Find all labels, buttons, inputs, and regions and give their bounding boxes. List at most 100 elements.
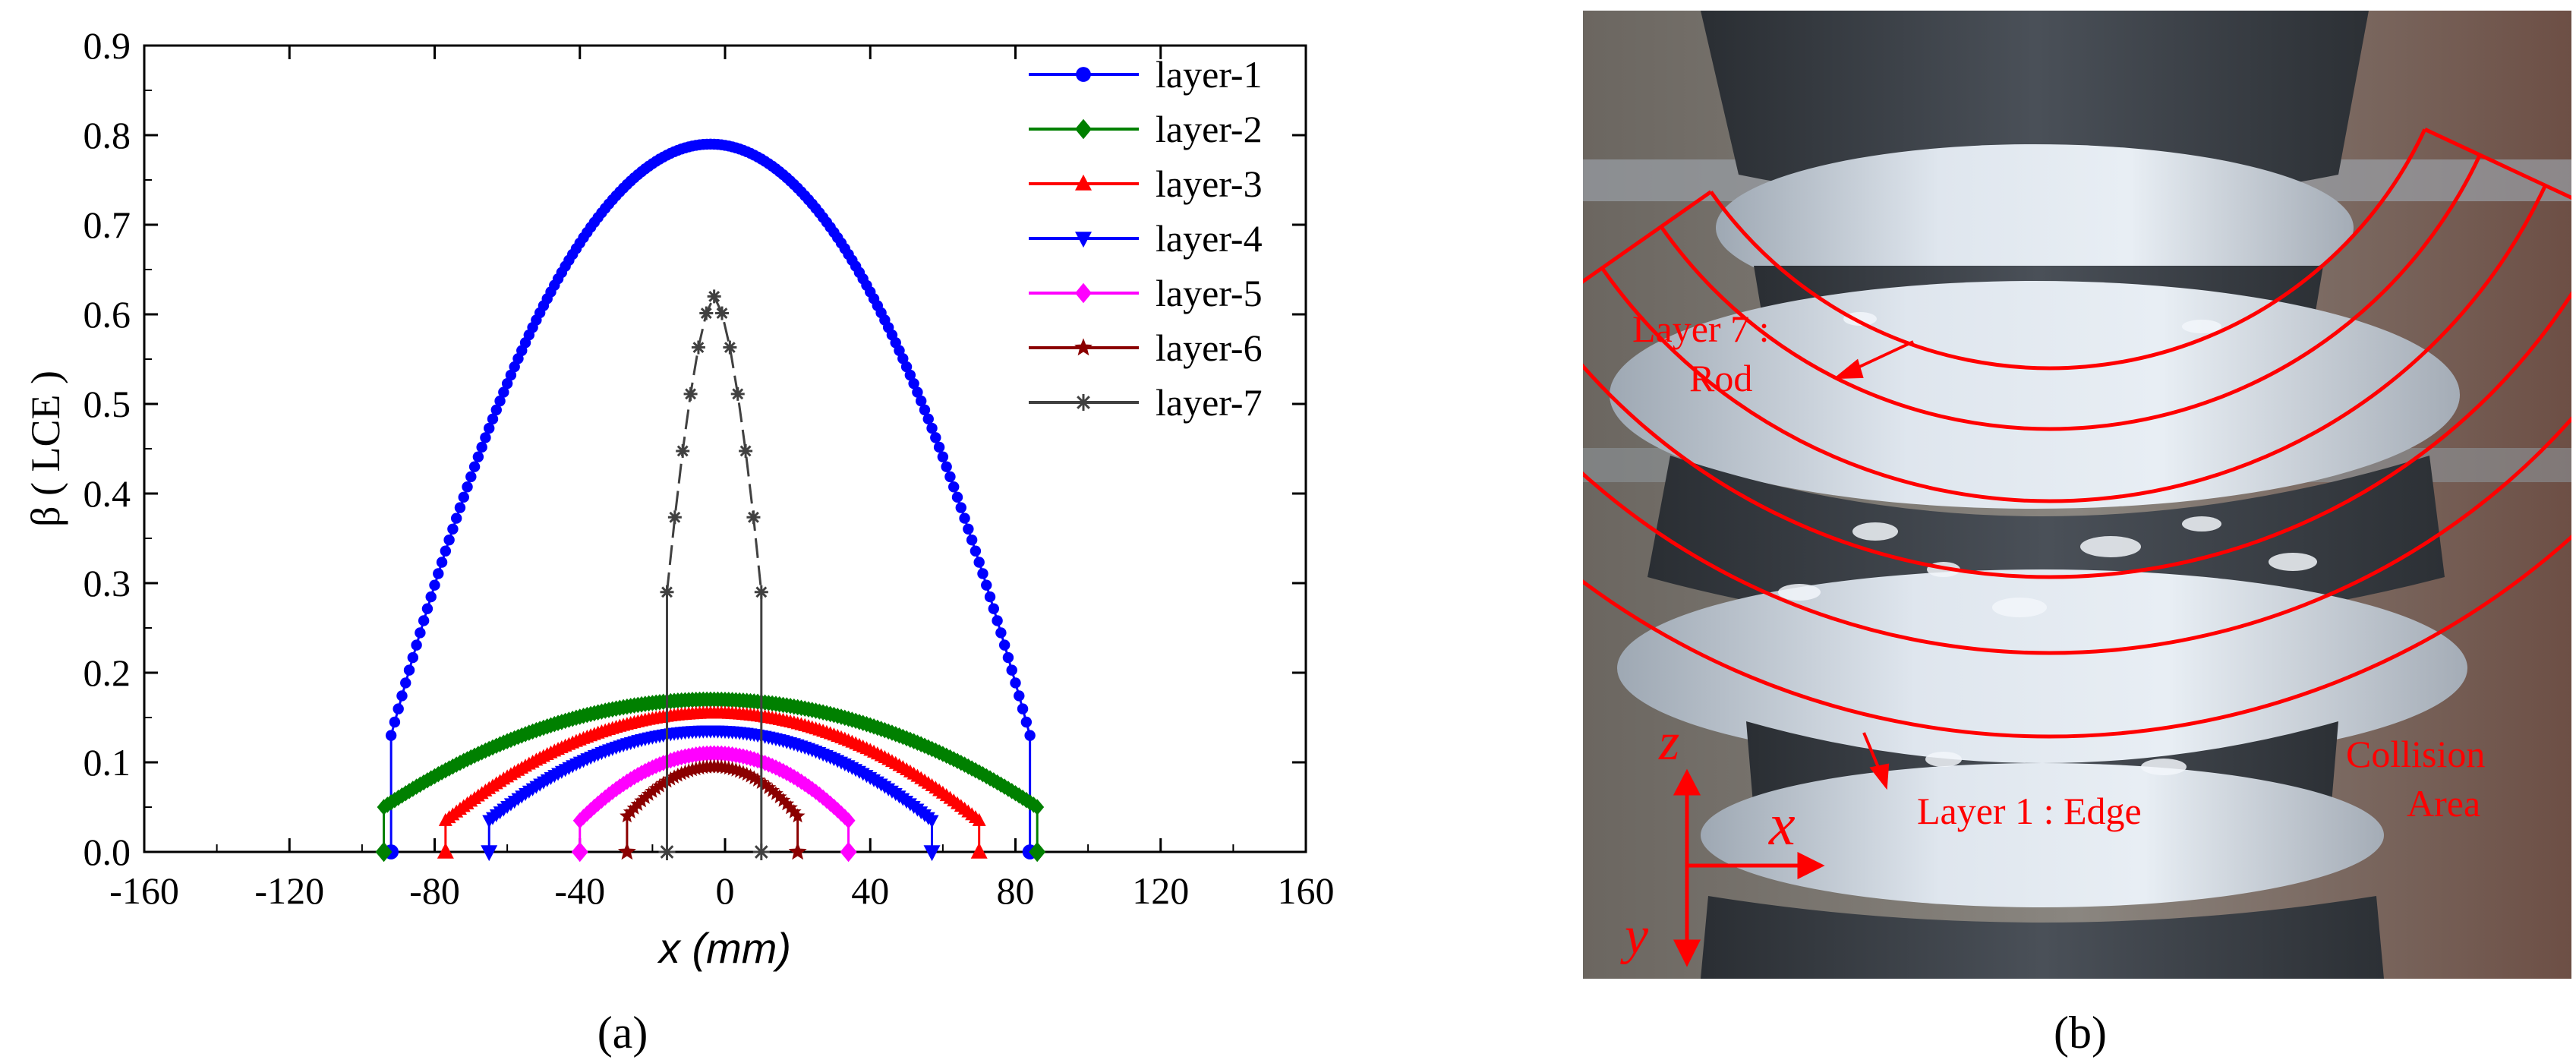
- series-layer-1: [383, 138, 1038, 860]
- photo-panel-b: Layer 7 : Rod Layer 1 : Edge Collision A…: [1583, 11, 2571, 979]
- series-point: [757, 777, 773, 792]
- series-point: [908, 377, 919, 390]
- legend-entry: layer-4: [1029, 217, 1263, 260]
- series-point: [995, 627, 1007, 639]
- series-point: [840, 841, 857, 863]
- series-layer-4: [481, 725, 941, 862]
- series-point: [436, 557, 448, 568]
- series-point: [788, 842, 807, 860]
- series-point: [425, 591, 437, 603]
- series-point: [992, 615, 1003, 626]
- axis-x-label: x: [1768, 791, 1796, 857]
- legend-label: layer-5: [1156, 272, 1263, 314]
- series-point: [667, 769, 682, 784]
- series-point: [730, 386, 745, 401]
- legend-label: layer-6: [1156, 326, 1263, 369]
- collision-label-line1: Collision: [2346, 733, 2485, 775]
- series-point: [487, 413, 499, 425]
- series-point: [1024, 730, 1036, 741]
- series-point: [715, 306, 730, 320]
- legend-swatch-marker: [1075, 282, 1092, 304]
- series-point: [750, 772, 765, 787]
- series-point: [407, 651, 419, 664]
- legend-label: layer-2: [1156, 108, 1263, 150]
- series-point: [429, 579, 440, 591]
- series-point: [403, 664, 415, 676]
- series-point: [912, 386, 923, 398]
- legend-swatch-marker: [1075, 232, 1092, 248]
- series-point: [941, 461, 952, 472]
- legend-swatch-marker: [1076, 67, 1091, 82]
- x-tick-label: 120: [1132, 869, 1189, 912]
- series-point: [691, 340, 705, 355]
- series-point: [933, 441, 945, 453]
- series-point: [984, 591, 996, 603]
- axis-y-label: y: [1620, 907, 1649, 965]
- series-point: [951, 491, 963, 503]
- series-point: [790, 808, 806, 823]
- series-point: [1014, 690, 1025, 702]
- series-point: [415, 627, 426, 639]
- x-tick-label: 160: [1278, 869, 1335, 912]
- series-point: [970, 842, 988, 859]
- series-point: [1029, 841, 1046, 863]
- legend-entry: layer-7: [1029, 381, 1263, 424]
- insulator-core-5: [1701, 896, 2384, 979]
- series-point: [658, 844, 676, 860]
- series-point: [433, 568, 444, 579]
- series-point: [443, 534, 455, 546]
- series-point: [505, 369, 517, 381]
- sector-edge: [1583, 190, 1712, 284]
- series-point: [1030, 799, 1045, 815]
- series-point: [746, 770, 762, 785]
- series-point: [977, 568, 988, 579]
- annular-sector-outlines: [1583, 128, 2571, 739]
- series-point: [930, 432, 941, 443]
- series-point: [375, 841, 393, 863]
- collision-label-line2: Area: [2407, 782, 2480, 825]
- series-point: [765, 783, 780, 797]
- series-point: [450, 513, 462, 524]
- legend-entry: layer-1: [1029, 53, 1263, 96]
- y-tick-label: 0.8: [84, 114, 131, 156]
- series-point: [484, 422, 495, 434]
- layer7-label-line1: Layer 7 :: [1632, 308, 1769, 350]
- series-point: [915, 395, 927, 407]
- legend-label: layer-4: [1156, 217, 1263, 260]
- sector-arc: [1583, 416, 2571, 655]
- series-point: [955, 502, 966, 513]
- series-point: [973, 557, 985, 568]
- series-point: [683, 386, 698, 401]
- series-point: [699, 306, 714, 320]
- series-point: [447, 523, 459, 535]
- series-point: [944, 471, 956, 483]
- axis-ticks: -160 -120 -80 -40 0 40 80 120 160 0.0 0.1 0.2 0.3 0.4…: [84, 24, 1335, 912]
- y-tick-label: 0.0: [84, 831, 131, 873]
- series-point: [922, 413, 934, 425]
- series-point: [509, 361, 520, 373]
- series-point: [768, 786, 784, 800]
- series-point: [454, 502, 466, 513]
- sector-arc: [1600, 185, 2547, 503]
- series-point: [638, 790, 653, 804]
- panel-label-a: (a): [597, 1008, 648, 1058]
- series-point: [490, 404, 502, 416]
- series-point: [645, 784, 661, 798]
- series-point: [966, 534, 978, 546]
- layer7-label-line2: Rod: [1689, 357, 1752, 399]
- series-point: [393, 703, 404, 714]
- series-point: [771, 789, 787, 803]
- series-point: [739, 443, 753, 458]
- x-tick-label: -80: [409, 869, 460, 912]
- series-point: [972, 812, 986, 826]
- series-point: [948, 481, 960, 493]
- series-point: [648, 781, 664, 796]
- series-point: [1017, 703, 1029, 714]
- x-tick-label: -120: [254, 869, 324, 912]
- series-point: [754, 585, 768, 599]
- series-point: [707, 289, 721, 304]
- series-point: [468, 461, 481, 472]
- y-tick-label: 0.5: [84, 383, 131, 425]
- series-point: [897, 353, 909, 364]
